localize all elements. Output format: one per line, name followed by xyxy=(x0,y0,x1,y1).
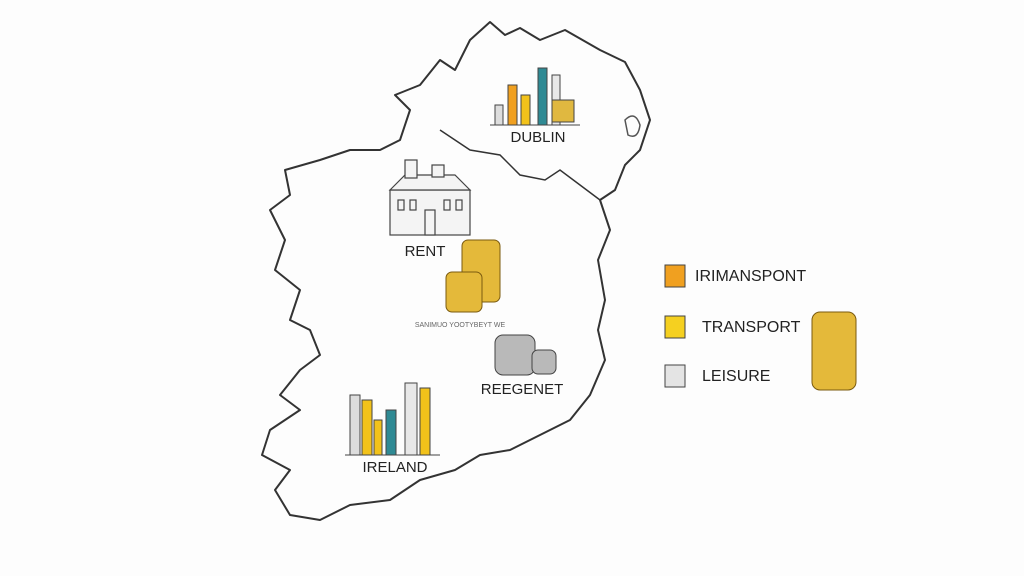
bar-icon xyxy=(520,94,531,126)
legend-label: TRANSPORT xyxy=(702,319,801,336)
building-icon xyxy=(388,159,472,236)
region-label: IRELAND xyxy=(362,459,427,476)
border-line xyxy=(439,129,601,201)
lake-sketch xyxy=(624,115,641,137)
legend: IRIMANSPONT TRANSPORT LEISURE xyxy=(664,264,806,388)
small-note: SANIMUO YOOTYBEYT WE xyxy=(415,322,506,329)
region-label: DUBLIN xyxy=(510,129,565,146)
region-label: REEGENET xyxy=(481,381,564,398)
legend-swatch xyxy=(664,364,686,388)
legend-label: IRIMANSPONT xyxy=(695,268,806,285)
bar-icon xyxy=(537,67,548,126)
island-outline xyxy=(261,21,651,521)
legend-label: LEISURE xyxy=(702,368,770,385)
region-label: RENT xyxy=(405,243,446,260)
ireland-bars xyxy=(345,382,440,456)
coin-stack xyxy=(445,239,501,313)
silver-coins xyxy=(494,334,557,376)
legend-swatch xyxy=(664,264,686,288)
coins-icon xyxy=(551,99,575,123)
bar-icon xyxy=(494,104,504,126)
dublin-bars xyxy=(490,67,580,126)
coin-stack xyxy=(811,311,857,391)
legend-swatch xyxy=(664,315,686,339)
bar-icon xyxy=(507,84,518,126)
